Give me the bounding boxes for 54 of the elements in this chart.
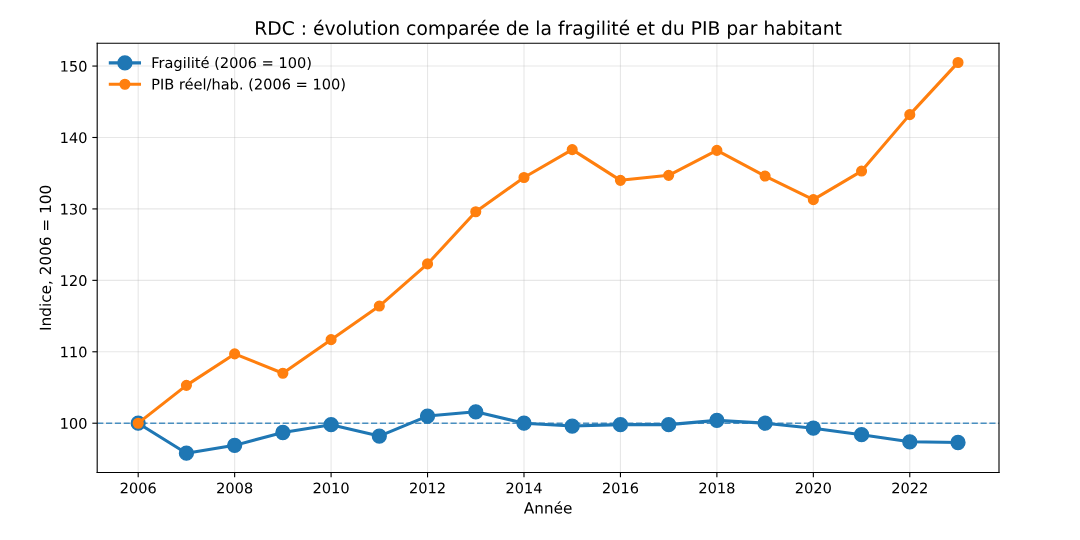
- x-tick-label: 2012: [410, 482, 445, 494]
- point: [661, 417, 677, 433]
- point: [371, 428, 387, 444]
- point: [759, 170, 771, 182]
- point: [178, 445, 195, 461]
- point: [229, 348, 241, 360]
- point: [227, 437, 243, 453]
- point: [711, 144, 723, 156]
- point: [180, 379, 192, 391]
- point: [902, 434, 918, 450]
- y-axis-title: Indice, 2006 = 100: [39, 185, 53, 330]
- point: [904, 109, 916, 121]
- point: [805, 420, 821, 436]
- point: [709, 412, 725, 428]
- point: [419, 408, 436, 424]
- point: [566, 144, 578, 156]
- point: [612, 417, 629, 433]
- point: [757, 415, 773, 431]
- point: [468, 404, 484, 420]
- point: [950, 434, 966, 451]
- legend-label: PIB réel/hab. (2006 = 100): [152, 77, 345, 92]
- y-tick-label: 130: [61, 203, 87, 215]
- y-tick-label: 150: [61, 60, 87, 72]
- x-tick-label: 2020: [795, 482, 831, 494]
- point: [470, 206, 482, 218]
- point: [952, 56, 964, 69]
- y-tick-label: 140: [61, 132, 87, 144]
- point: [325, 334, 337, 346]
- x-tick-label: 2016: [602, 482, 639, 494]
- x-tick-label: 2010: [313, 482, 349, 494]
- y-tick-label: 120: [61, 275, 87, 287]
- legend-label: Fragilité (2006 = 100): [152, 56, 311, 72]
- point: [564, 418, 580, 434]
- point: [277, 367, 289, 379]
- point: [373, 300, 385, 312]
- point: [856, 165, 868, 177]
- y-tick-label: 110: [61, 346, 87, 358]
- x-tick-label: 2006: [120, 482, 156, 494]
- y-tick-label: 100: [61, 417, 87, 429]
- point: [853, 427, 870, 443]
- x-axis-title: Année: [523, 501, 572, 514]
- point: [807, 194, 819, 206]
- point: [518, 171, 530, 184]
- point: [323, 417, 339, 433]
- point: [663, 169, 675, 181]
- x-tick-label: 2014: [506, 482, 542, 494]
- x-tick-label: 2022: [892, 482, 927, 494]
- x-tick-label: 2008: [217, 482, 253, 494]
- point: [275, 424, 291, 441]
- point: [614, 174, 626, 186]
- x-tick-label: 2018: [699, 482, 735, 494]
- point: [516, 415, 532, 431]
- chart-title: RDC : évolution comparée de la fragilité et du PIB par habitant: [256, 19, 842, 39]
- point: [421, 258, 434, 270]
